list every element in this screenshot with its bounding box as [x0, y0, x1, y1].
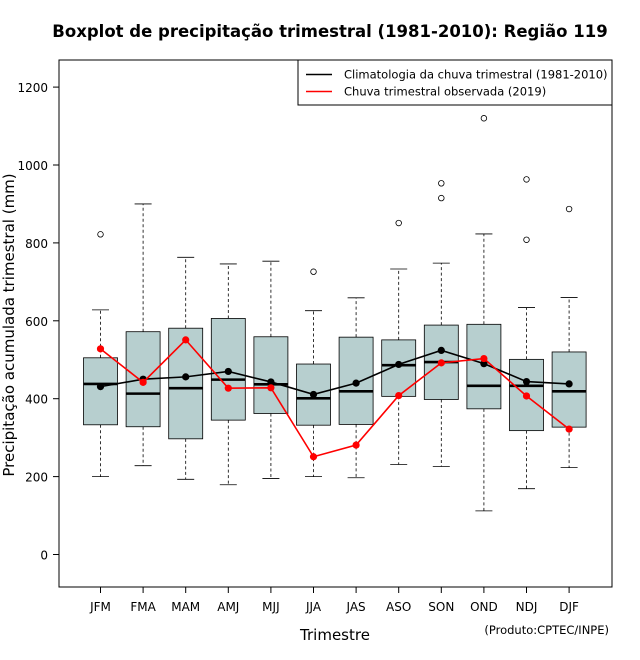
box-jas — [338, 297, 374, 479]
point-observed-fma — [139, 378, 147, 386]
point-observed-son — [437, 359, 445, 367]
x-tick-label-son: SON — [428, 600, 454, 614]
point-climatology-jas — [352, 379, 360, 387]
y-tick-label-600: 600 — [25, 315, 48, 329]
point-observed-amj — [224, 384, 232, 392]
x-tick-label-fma: FMA — [130, 600, 156, 614]
point-observed-jas — [352, 441, 360, 449]
chart-title: Boxplot de precipitação trimestral (1981… — [52, 22, 607, 41]
outlier-son-0 — [438, 194, 445, 202]
outlier-ndj-0 — [523, 236, 530, 243]
box-body-jfm — [83, 357, 118, 426]
outlier-jfm-0 — [97, 231, 104, 238]
point-observed-mjj — [267, 384, 275, 392]
box-fma — [125, 203, 161, 467]
credit-text: (Produto:CPTEC/INPE) — [484, 623, 609, 637]
point-observed-ond — [480, 354, 488, 363]
point-observed-aso — [395, 391, 403, 400]
series-line-observed — [100, 338, 570, 458]
point-observed-jfm — [96, 345, 105, 353]
y-tick-label-400: 400 — [25, 393, 48, 407]
legend: Climatologia da chuva trimestral (1981-2… — [297, 59, 613, 106]
x-tick-label-mjj: MJJ — [262, 600, 279, 614]
point-climatology-mjj — [267, 378, 275, 386]
x-tick-label-jfm: JFM — [89, 600, 111, 614]
box-mjj — [253, 260, 289, 479]
point-climatology-amj — [224, 367, 232, 376]
box-ond — [466, 115, 502, 512]
box-jja — [296, 268, 331, 478]
box-body-djf — [551, 351, 587, 428]
outlier-son-1 — [438, 180, 445, 187]
point-climatology-son — [437, 346, 445, 355]
point-climatology-ond — [480, 360, 488, 368]
y-tick-label-0: 0 — [40, 549, 48, 563]
x-tick-label-jas: JAS — [346, 600, 366, 614]
outlier-djf-0 — [565, 205, 573, 213]
y-tick-label-1000: 1000 — [17, 159, 48, 173]
box-body-mjj — [253, 336, 289, 414]
outlier-ond-0 — [480, 115, 488, 122]
point-climatology-mam — [182, 373, 190, 381]
x-axis-title: Trimestre — [299, 626, 370, 644]
outlier-ndj-1 — [523, 176, 530, 183]
point-observed-djf — [565, 425, 573, 433]
box-djf — [551, 205, 587, 469]
y-axis-title: Precipitação acumulada trimestral (mm) — [0, 173, 18, 476]
point-climatology-jja — [309, 390, 318, 399]
plot-frame — [58, 59, 613, 588]
x-tick-label-ndj: NDJ — [516, 600, 538, 614]
y-tick-label-800: 800 — [25, 237, 48, 251]
outlier-aso-0 — [395, 219, 402, 227]
point-climatology-djf — [565, 380, 573, 388]
box-son — [423, 180, 459, 467]
x-tick-label-ond: OND — [470, 600, 498, 614]
y-tick-label-1200: 1200 — [17, 81, 48, 95]
point-observed-mam — [182, 336, 190, 344]
x-tick-label-mam: MAM — [171, 600, 200, 614]
legend-box — [297, 59, 613, 106]
y-tick-label-200: 200 — [25, 471, 48, 485]
series-line-climatology — [100, 349, 570, 396]
boxes-layer — [83, 115, 587, 512]
y-axis: 0 200 400 600 800 1000 1200 — [17, 81, 60, 563]
box-aso — [381, 219, 417, 465]
x-tick-label-amj: AMJ — [217, 600, 239, 614]
x-axis: JFM FMA MAM AMJ MJJ JJA JAS ASO SON OND NDJ DJF — [89, 586, 579, 614]
x-tick-label-jja: JJA — [305, 600, 322, 614]
box-body-mam — [168, 327, 204, 440]
point-observed-ndj — [522, 392, 531, 400]
point-observed-jja — [309, 453, 318, 461]
point-climatology-ndj — [522, 377, 531, 386]
x-tick-label-djf: DJF — [559, 600, 579, 614]
x-tick-label-aso: ASO — [386, 600, 411, 614]
legend-label-observed: Chuva trimestral observada (2019) — [344, 85, 546, 99]
outlier-jja-0 — [310, 268, 317, 275]
point-climatology-jfm — [96, 383, 105, 391]
point-climatology-aso — [395, 360, 403, 369]
box-mam — [168, 256, 204, 480]
series-layer — [96, 336, 573, 461]
box-jfm — [83, 231, 118, 478]
legend-label-climatology: Climatologia da chuva trimestral (1981-2… — [344, 68, 608, 82]
box-ndj — [509, 176, 544, 490]
box-body-aso — [381, 339, 417, 397]
